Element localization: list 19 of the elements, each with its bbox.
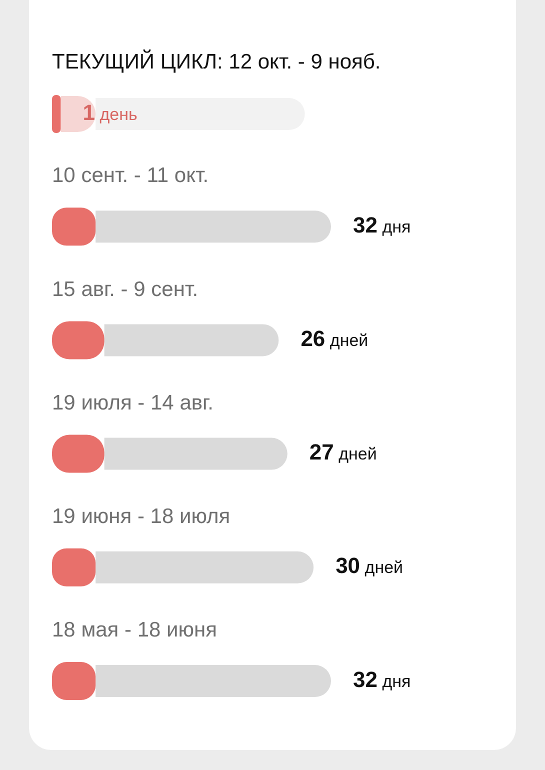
total-label: 26 дней <box>300 326 368 351</box>
y-tick-label: 15 авг. - 9 сент. <box>52 278 198 301</box>
bar <box>96 210 331 243</box>
bar <box>96 551 314 584</box>
bar <box>96 665 331 697</box>
bar <box>104 324 279 356</box>
total-label: 32 дня <box>353 666 411 692</box>
bar <box>52 95 61 133</box>
y-tick-label: 10 сент. - 11 окт. <box>52 164 209 188</box>
y-tick-label: 19 июля - 14 авг. <box>52 391 214 414</box>
bar <box>104 438 288 470</box>
total-label: 27 дней <box>309 440 377 465</box>
bar <box>96 98 305 130</box>
y-tick-label: 18 мая - 18 июня <box>52 618 217 642</box>
total-label: 30 дней <box>336 553 404 578</box>
total-label: 32 дня <box>353 212 411 238</box>
y-tick-label: ТЕКУЩИЙ ЦИКЛ: 12 окт. - 9 нояб. <box>52 50 381 74</box>
y-tick-label: 19 июня - 18 июля <box>52 504 230 528</box>
data-label: 1 день <box>82 100 138 125</box>
